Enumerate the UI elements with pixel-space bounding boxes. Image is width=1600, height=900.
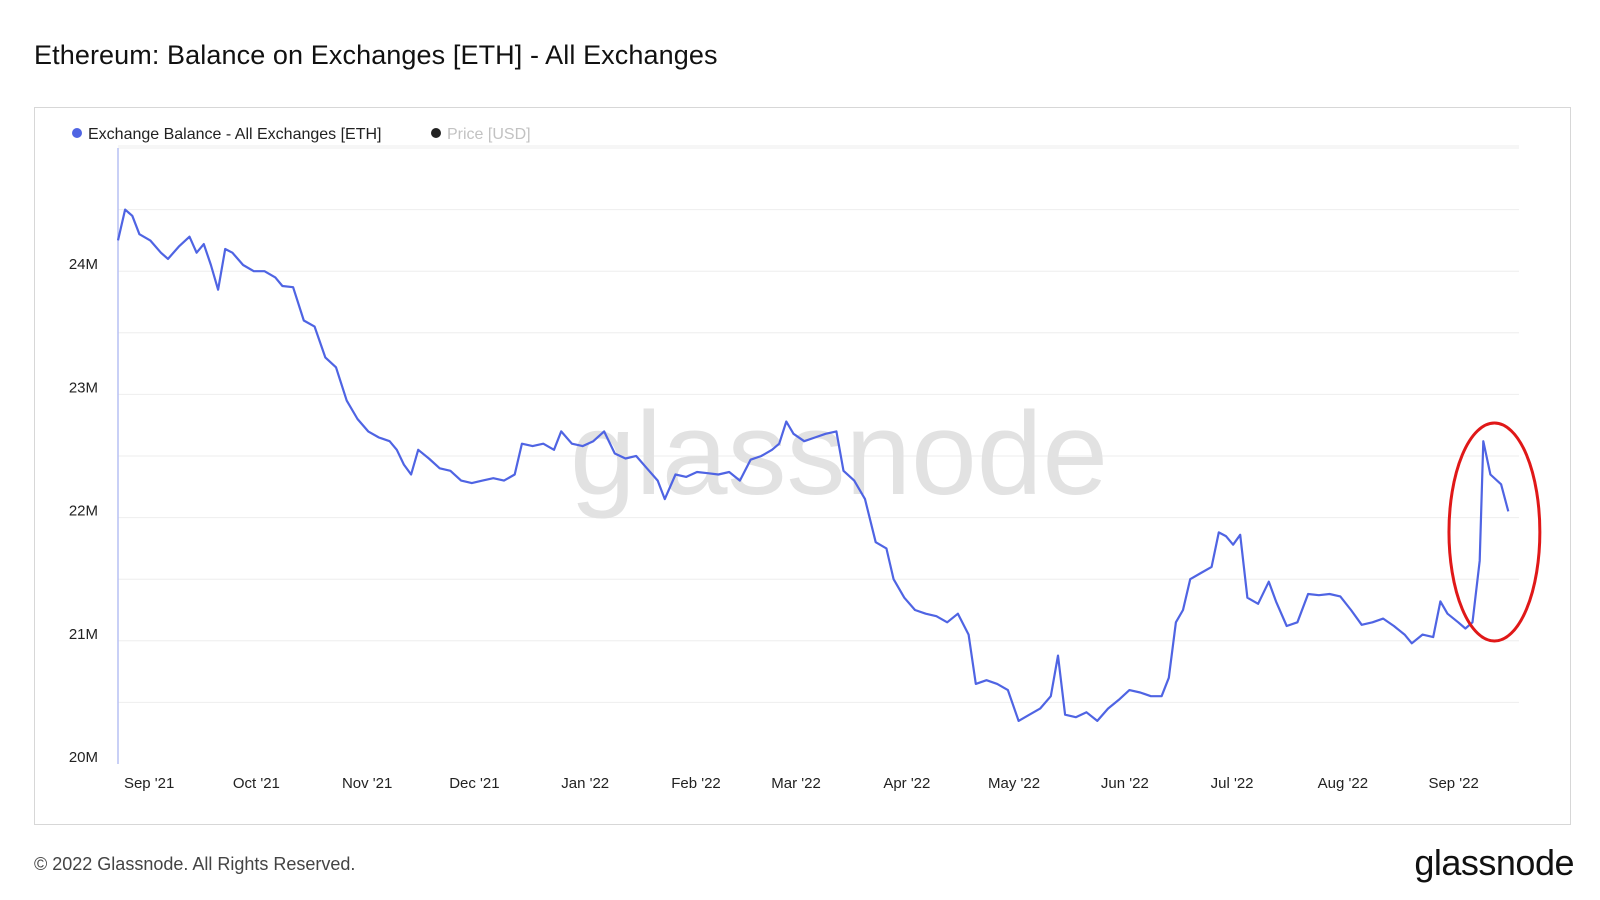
watermark: glassnode bbox=[570, 388, 1108, 520]
x-tick-label: Dec '21 bbox=[449, 775, 499, 792]
y-tick-label: 20M bbox=[69, 749, 98, 766]
series-layer bbox=[116, 208, 1510, 723]
page-title: Ethereum: Balance on Exchanges [ETH] - A… bbox=[34, 40, 718, 70]
footer-copyright: © 2022 Glassnode. All Rights Reserved. bbox=[34, 854, 356, 874]
grid bbox=[118, 145, 1519, 703]
legend: Exchange Balance - All Exchanges [ETH] P… bbox=[72, 126, 531, 143]
x-tick-label: Jul '22 bbox=[1211, 775, 1254, 792]
x-tick-label: Jan '22 bbox=[561, 775, 609, 792]
y-tick-label: 22M bbox=[69, 503, 98, 520]
x-tick-label: Nov '21 bbox=[342, 775, 392, 792]
y-tick-label: 21M bbox=[69, 626, 98, 643]
x-tick-label: Aug '22 bbox=[1318, 775, 1368, 792]
x-tick-label: Apr '22 bbox=[883, 775, 930, 792]
series-line-exchange-balance bbox=[116, 208, 1510, 723]
highlight-ellipse bbox=[1447, 421, 1542, 643]
x-tick-label: Sep '22 bbox=[1428, 775, 1478, 792]
x-tick-label: Sep '21 bbox=[124, 775, 174, 792]
legend-item-balance[interactable]: Exchange Balance - All Exchanges [ETH] bbox=[72, 126, 382, 143]
x-tick-label: Oct '21 bbox=[233, 775, 280, 792]
legend-dot-price bbox=[431, 128, 441, 138]
y-axis: 20M 21M 22M 23M 24M bbox=[69, 256, 98, 766]
x-tick-label: May '22 bbox=[988, 775, 1040, 792]
x-tick-label: Mar '22 bbox=[771, 775, 821, 792]
y-tick-label: 24M bbox=[69, 256, 98, 273]
x-tick-label: Jun '22 bbox=[1101, 775, 1149, 792]
chart-svg: glassnode 20M 21M 22M 23M 24M Sep '21 Oct '21… bbox=[69, 126, 1542, 792]
footer-logo: glassnode bbox=[1414, 842, 1574, 883]
x-axis: Sep '21 Oct '21 Nov '21 Dec '21 Jan '22 Feb '… bbox=[124, 775, 1479, 792]
y-tick-label: 23M bbox=[69, 379, 98, 396]
legend-item-price[interactable]: Price [USD] bbox=[431, 126, 531, 143]
x-tick-label: Feb '22 bbox=[671, 775, 721, 792]
legend-label-balance: Exchange Balance - All Exchanges [ETH] bbox=[88, 126, 382, 143]
chart-panel: glassnode 20M 21M 22M 23M 24M Sep '21 Oct '21… bbox=[34, 107, 1571, 825]
legend-dot-balance bbox=[72, 128, 82, 138]
legend-label-price: Price [USD] bbox=[447, 126, 531, 143]
